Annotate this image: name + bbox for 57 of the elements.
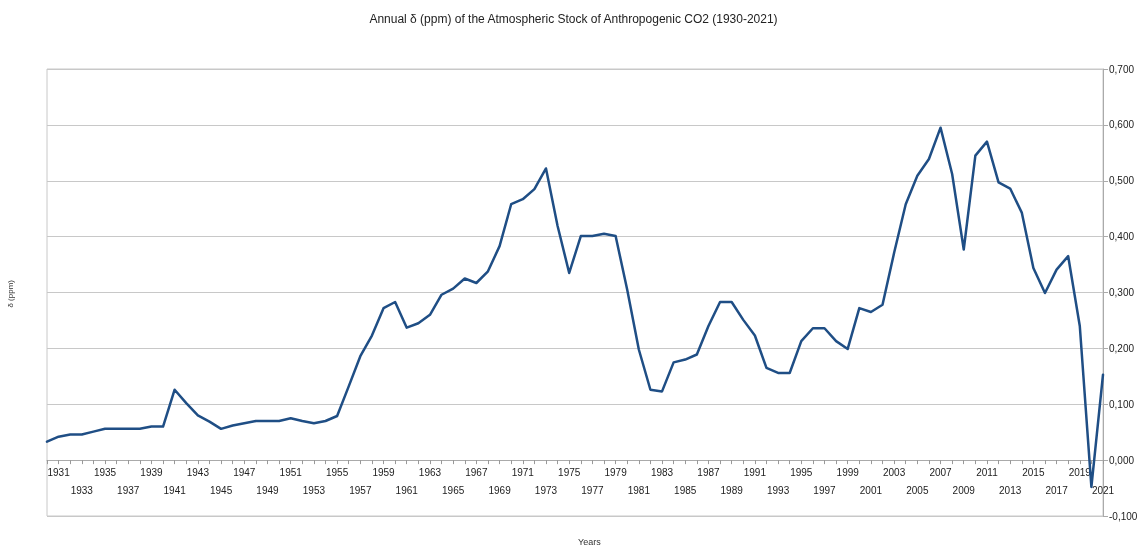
x-tick-label: 1997 bbox=[813, 484, 837, 496]
x-tick-label: 1937 bbox=[117, 484, 140, 496]
x-tick-label: 1953 bbox=[302, 484, 326, 496]
x-tick-label: 1979 bbox=[604, 466, 628, 478]
x-tick-label: 1955 bbox=[325, 466, 349, 478]
x-tick-label: 1987 bbox=[697, 466, 721, 478]
x-tick-label: 1977 bbox=[581, 484, 604, 496]
x-tick-label: 2001 bbox=[859, 484, 883, 496]
x-tick-label: 1985 bbox=[674, 484, 697, 496]
x-tick-label: 1999 bbox=[836, 466, 860, 478]
x-tick-label: 1981 bbox=[627, 484, 651, 496]
y-tick-label: 0,000 bbox=[1109, 454, 1135, 466]
x-tick-label: 1969 bbox=[488, 484, 512, 496]
x-tick-label: 1989 bbox=[720, 484, 744, 496]
x-tick-label: 1933 bbox=[70, 484, 94, 496]
y-tick-label: 0,300 bbox=[1109, 287, 1135, 298]
x-tick-label: 1947 bbox=[233, 466, 256, 478]
x-tick-label: 1973 bbox=[534, 484, 558, 496]
x-tick-label: 2009 bbox=[952, 484, 976, 496]
y-tick-label: 0,100 bbox=[1109, 398, 1135, 410]
y-axis-title: δ (ppm) bbox=[5, 279, 15, 308]
y-tick-label: 0,600 bbox=[1109, 119, 1135, 131]
x-tick-label: 1965 bbox=[442, 484, 465, 496]
y-tick-label: 0,200 bbox=[1109, 342, 1135, 354]
x-tick-label: 2005 bbox=[906, 484, 929, 496]
x-tick-label: 1959 bbox=[372, 466, 396, 478]
x-tick-label: 1967 bbox=[465, 466, 488, 478]
x-tick-label: 2017 bbox=[1045, 484, 1069, 496]
x-tick-label: 1951 bbox=[279, 466, 303, 478]
x-tick-label: 1939 bbox=[140, 466, 163, 478]
x-tick-label: 1993 bbox=[766, 484, 790, 496]
x-tick-label: 1991 bbox=[743, 466, 767, 478]
x-tick-label: 1961 bbox=[395, 484, 419, 496]
x-tick-label: 1963 bbox=[418, 466, 442, 478]
x-tick-label: 1931 bbox=[47, 466, 71, 478]
x-tick-label: 1995 bbox=[790, 466, 813, 478]
x-tick-label: 1971 bbox=[511, 466, 535, 478]
y-tick-label: 0,400 bbox=[1109, 231, 1135, 243]
x-tick-label: 2013 bbox=[999, 484, 1022, 496]
x-tick-label: 1945 bbox=[209, 484, 233, 496]
y-tick-label: -0,100 bbox=[1109, 510, 1138, 522]
x-tick-label: 2011 bbox=[976, 466, 999, 478]
x-tick-label: 1957 bbox=[349, 484, 372, 496]
x-tick-label: 2021 bbox=[1091, 484, 1115, 496]
x-axis-title: Years bbox=[578, 536, 602, 547]
x-tick-label: 2007 bbox=[929, 466, 953, 478]
x-tick-label: 2003 bbox=[883, 466, 906, 478]
chart-title: Annual δ (ppm) of the Atmospheric Stock of Anthropogenic CO2 (1930-2021) bbox=[369, 12, 778, 26]
x-tick-label: 1983 bbox=[650, 466, 674, 478]
x-tick-label: 1949 bbox=[256, 484, 280, 496]
x-tick-label: 1935 bbox=[93, 466, 117, 478]
x-tick-label: 2015 bbox=[1022, 466, 1045, 478]
y-tick-label: 0,500 bbox=[1109, 175, 1135, 187]
x-tick-label: 1943 bbox=[186, 466, 210, 478]
x-tick-label: 1975 bbox=[558, 466, 581, 478]
y-tick-label: 0,700 bbox=[1109, 63, 1135, 75]
x-tick-label: 1941 bbox=[163, 484, 187, 496]
